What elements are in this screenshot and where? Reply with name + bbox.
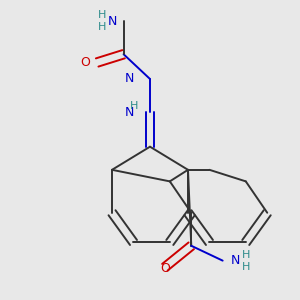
Text: H: H — [242, 250, 250, 260]
Text: N: N — [231, 254, 240, 267]
Text: H: H — [130, 101, 138, 111]
Text: N: N — [125, 73, 134, 85]
Text: O: O — [160, 262, 170, 275]
Text: H: H — [98, 10, 106, 20]
Text: N: N — [108, 15, 117, 28]
Text: N: N — [125, 106, 134, 118]
Text: H: H — [98, 22, 106, 32]
Text: O: O — [80, 56, 90, 69]
Text: H: H — [242, 262, 250, 272]
